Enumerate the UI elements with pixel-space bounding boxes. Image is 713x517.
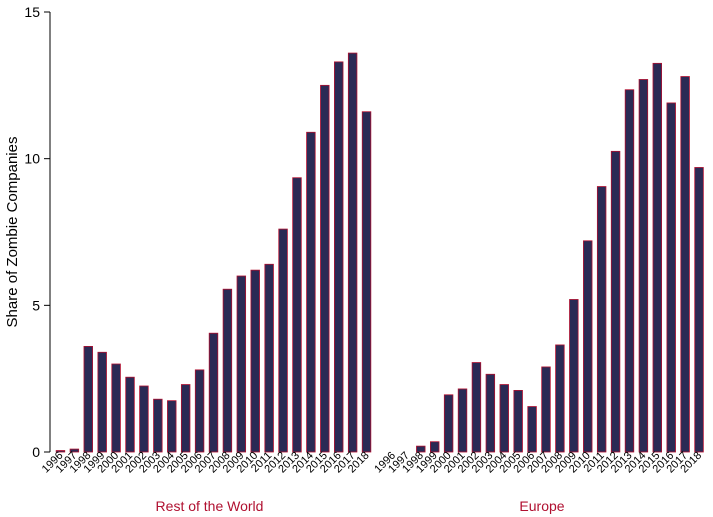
group-label: Rest of the World (156, 498, 264, 514)
bar (666, 102, 676, 453)
bar (55, 450, 66, 453)
bar (69, 448, 80, 453)
bar (569, 299, 579, 453)
bar (236, 275, 247, 453)
bar (97, 351, 107, 453)
bar (513, 389, 523, 453)
bar (180, 384, 191, 453)
bar (153, 398, 163, 453)
bar (278, 228, 288, 453)
bar (167, 400, 177, 453)
bar (680, 76, 690, 453)
bar (443, 394, 454, 453)
bar (527, 406, 537, 453)
bar (222, 288, 233, 453)
bar (652, 62, 663, 453)
y-tick-label: 15 (24, 4, 40, 20)
bar (111, 363, 121, 453)
bar (555, 344, 565, 453)
bar (610, 150, 621, 453)
bar (624, 89, 635, 453)
bars (55, 52, 704, 453)
bar (638, 79, 649, 453)
bar (583, 240, 593, 453)
y-axis-label: Share of Zombie Companies (4, 137, 21, 328)
bar (264, 263, 274, 453)
y-tick-label: 5 (32, 297, 40, 313)
group-labels: Rest of the World Europe (156, 498, 565, 514)
bar (125, 376, 135, 453)
bar (250, 269, 260, 453)
bar (485, 373, 496, 453)
bar (457, 388, 468, 453)
bar (320, 84, 330, 453)
bar (471, 362, 482, 453)
bar (139, 385, 149, 453)
x-tick-labels: 1996199719981999200020012002200320042005… (40, 450, 704, 476)
group-label: Europe (519, 498, 564, 514)
bar (194, 369, 205, 453)
bar (596, 186, 607, 453)
bar (694, 167, 704, 453)
bar (347, 52, 358, 453)
bar (83, 345, 93, 453)
bar (334, 61, 344, 453)
bar (541, 366, 551, 453)
bar (292, 177, 302, 453)
y-ticks: 0 5 10 15 (24, 4, 50, 460)
bar (208, 332, 219, 453)
y-tick-label: 10 (24, 151, 40, 167)
bar (361, 111, 372, 453)
bar (416, 445, 426, 453)
bar (306, 131, 316, 453)
bar (499, 384, 509, 453)
bar (429, 441, 440, 453)
y-tick-label: 0 (32, 444, 40, 460)
